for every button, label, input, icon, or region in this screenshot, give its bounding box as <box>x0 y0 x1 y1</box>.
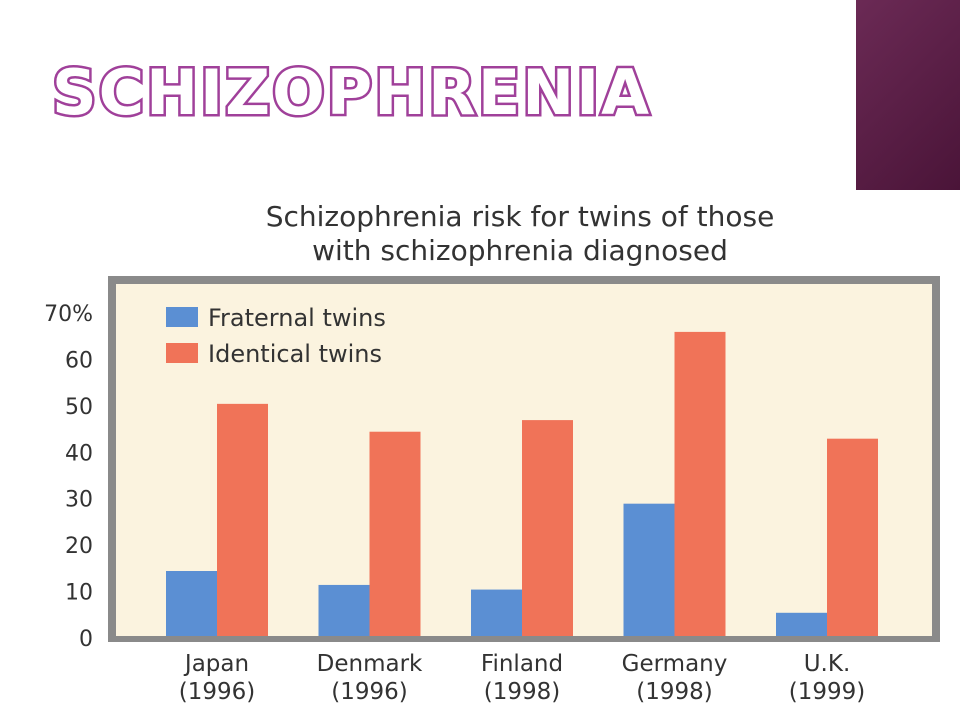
y-tick-label: 70% <box>44 302 93 327</box>
bar-identical <box>827 438 878 636</box>
x-tick-label: Finland <box>481 651 563 677</box>
bar-fraternal <box>623 503 675 636</box>
x-tick-year: (1996) <box>331 679 407 705</box>
bar-identical <box>674 331 726 636</box>
bar-fraternal <box>776 612 827 636</box>
bar-identical <box>217 403 268 636</box>
y-tick-label: 0 <box>79 627 93 652</box>
x-tick-label: Germany <box>622 651 728 677</box>
x-tick-label: Japan <box>183 651 249 677</box>
chart-title-line-2: with schizophrenia diagnosed <box>312 234 728 267</box>
y-tick-label: 60 <box>65 348 93 373</box>
legend-swatch <box>166 343 198 363</box>
slide-title: Schizophrenia <box>49 56 652 129</box>
bar-identical <box>369 431 421 636</box>
bar-fraternal <box>318 584 370 636</box>
y-tick-label: 20 <box>65 534 93 559</box>
corner-decoration <box>856 0 960 190</box>
bar-fraternal <box>471 589 522 636</box>
x-tick-label: Denmark <box>317 651 423 677</box>
y-tick-label: 40 <box>65 441 93 466</box>
legend-label: Identical twins <box>208 340 382 368</box>
bar-identical <box>522 420 573 636</box>
y-tick-label: 10 <box>65 581 93 606</box>
x-tick-year: (1998) <box>484 679 560 705</box>
x-tick-year: (1996) <box>179 679 255 705</box>
bar-fraternal <box>166 571 217 636</box>
x-tick-year: (1998) <box>636 679 712 705</box>
y-tick-label: 30 <box>65 488 93 513</box>
legend-label: Fraternal twins <box>208 304 386 332</box>
y-tick-label: 50 <box>65 395 93 420</box>
x-tick-label: U.K. <box>804 651 851 677</box>
legend-swatch <box>166 307 198 327</box>
chart-title-line-1: Schizophrenia risk for twins of those <box>265 200 775 233</box>
chart-title: Schizophrenia risk for twins of those wi… <box>150 200 890 268</box>
x-tick-year: (1999) <box>789 679 865 705</box>
